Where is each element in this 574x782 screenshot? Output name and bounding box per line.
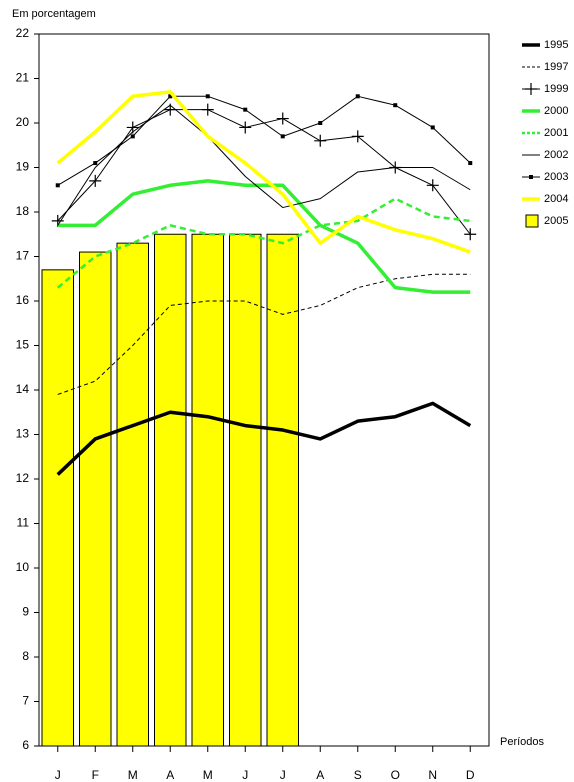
- y-tick-label: 13: [16, 427, 30, 441]
- legend-label: 1997: [544, 61, 568, 73]
- bar: [116, 242, 149, 747]
- series-line: [56, 197, 471, 289]
- y-tick-label: 7: [22, 694, 29, 708]
- bar: [191, 233, 224, 747]
- y-tick-label: 8: [22, 649, 29, 663]
- x-tick-label: S: [354, 768, 362, 782]
- plus-marker: [201, 103, 214, 116]
- x-tick-label: O: [391, 768, 400, 782]
- square-marker: [468, 161, 473, 166]
- square-marker: [355, 94, 360, 99]
- x-tick-label: M: [128, 768, 138, 782]
- y-tick-label: 12: [16, 471, 30, 485]
- plus-marker: [426, 179, 439, 192]
- series-line: [57, 109, 471, 235]
- series-line: [57, 273, 471, 395]
- square-marker: [168, 94, 173, 99]
- y-tick-label: 22: [16, 26, 30, 40]
- square-marker: [393, 103, 398, 108]
- y-tick-label: 16: [16, 293, 30, 307]
- x-tick-label: J: [55, 768, 61, 782]
- legend-swatch: [525, 214, 539, 228]
- legend-label: 2003: [544, 171, 568, 183]
- legend-label: 2002: [544, 149, 568, 161]
- square-marker: [205, 94, 210, 99]
- square-marker: [318, 121, 323, 125]
- series-line: [57, 95, 471, 186]
- x-tick-label: J: [280, 768, 286, 782]
- square-marker: [280, 134, 285, 139]
- y-tick-label: 21: [16, 71, 30, 85]
- series-line: [56, 401, 472, 476]
- legend-label: 1995: [544, 39, 568, 51]
- y-tick-label: 20: [16, 115, 30, 129]
- legend-label: 2001: [544, 127, 568, 139]
- bar: [79, 251, 112, 747]
- series-line: [57, 104, 471, 226]
- legend-label: 1999: [544, 83, 568, 95]
- square-marker: [55, 183, 60, 188]
- y-tick-label: 6: [22, 738, 29, 752]
- square-marker: [243, 107, 248, 112]
- square-marker: [93, 161, 98, 166]
- legend-marker: [529, 175, 533, 179]
- square-marker: [430, 125, 435, 130]
- bar: [41, 269, 74, 747]
- plus-marker: [351, 130, 364, 143]
- y-tick-label: 11: [17, 516, 30, 530]
- x-tick-label: N: [428, 768, 437, 782]
- x-tick-label: A: [166, 768, 174, 782]
- x-axis-label: Períodos: [500, 736, 545, 748]
- plus-marker: [276, 112, 289, 125]
- y-tick-label: 18: [16, 204, 30, 218]
- plus-marker: [239, 121, 252, 134]
- plus-marker: [464, 228, 477, 241]
- x-tick-label: D: [466, 768, 475, 782]
- bar: [266, 233, 299, 747]
- x-tick-label: M: [203, 768, 213, 782]
- legend-label: 2005: [544, 215, 568, 227]
- series-line: [56, 90, 471, 254]
- y-tick-label: 17: [16, 249, 30, 263]
- x-tick-label: F: [92, 768, 99, 782]
- y-tick-label: 10: [16, 560, 30, 574]
- bar: [154, 233, 187, 747]
- legend-label: 2004: [544, 193, 568, 205]
- series-line: [57, 179, 471, 294]
- x-tick-label: J: [242, 768, 248, 782]
- y-tick-label: 14: [16, 382, 30, 396]
- y-tick-label: 19: [16, 160, 30, 174]
- y-tick-label: 9: [22, 605, 29, 619]
- plus-marker: [89, 174, 102, 187]
- legend-label: 2000: [544, 105, 568, 117]
- y-tick-label: 15: [16, 338, 30, 352]
- square-marker: [130, 134, 135, 139]
- x-tick-label: A: [316, 768, 324, 782]
- plus-marker: [314, 134, 327, 147]
- bar: [229, 233, 262, 747]
- legend-marker: [525, 83, 537, 95]
- y-axis-label: Em porcentagem: [12, 8, 96, 20]
